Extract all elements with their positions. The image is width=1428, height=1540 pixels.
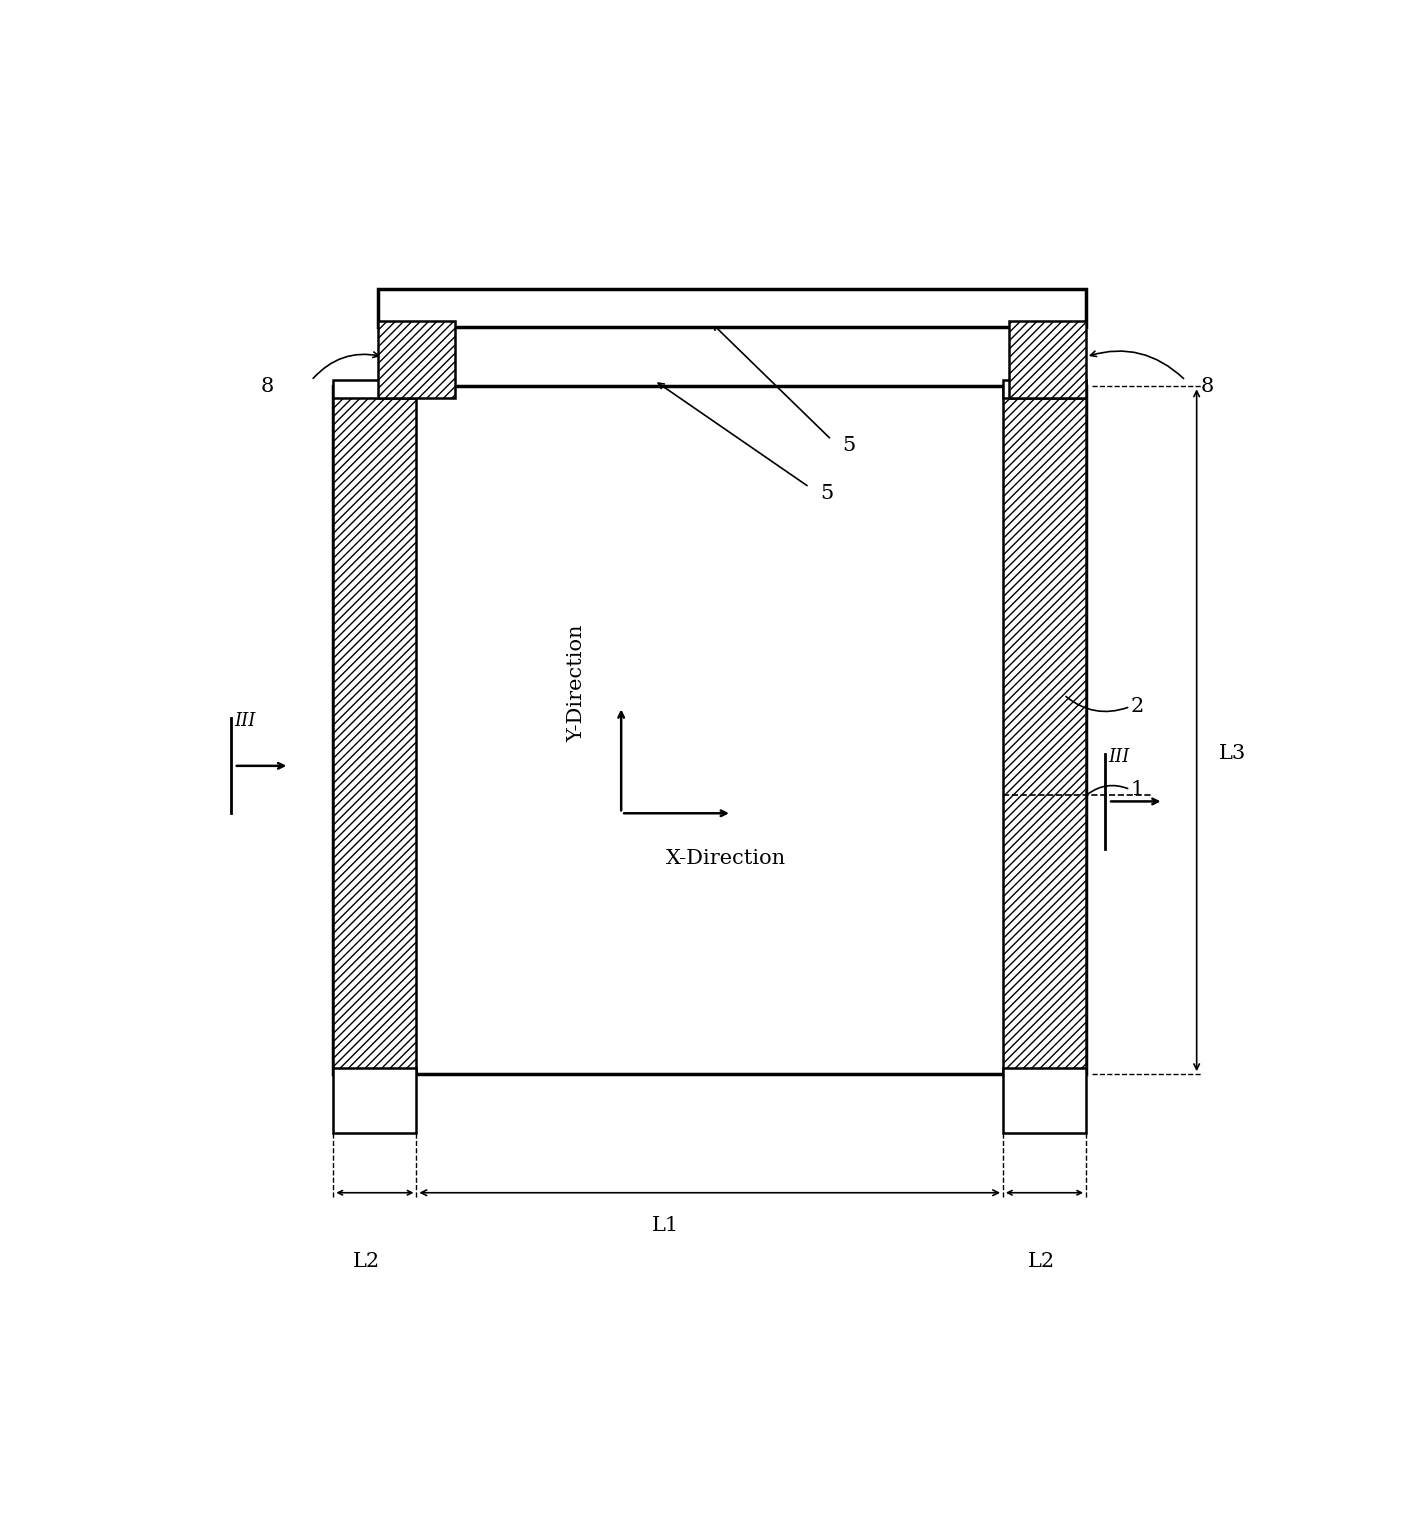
Text: L2: L2 — [353, 1252, 380, 1270]
Text: 5: 5 — [820, 484, 834, 502]
Bar — [1002, 1069, 1085, 1133]
Text: 5: 5 — [843, 436, 855, 456]
Bar — [333, 380, 417, 399]
Bar — [333, 387, 417, 1075]
Text: 1: 1 — [1131, 781, 1144, 799]
Bar — [1002, 380, 1085, 399]
Bar — [1002, 387, 1085, 1075]
Bar — [377, 290, 1087, 326]
Text: L1: L1 — [651, 1217, 680, 1235]
Text: L2: L2 — [1028, 1252, 1055, 1270]
Bar — [1008, 322, 1085, 399]
Bar — [333, 387, 1087, 1075]
Text: X-Direction: X-Direction — [665, 849, 785, 869]
Bar — [377, 322, 456, 399]
Text: Y-Direction: Y-Direction — [567, 625, 587, 742]
Text: III: III — [1108, 748, 1130, 765]
Bar — [333, 1069, 417, 1133]
Text: 2: 2 — [1131, 698, 1144, 716]
Text: III: III — [234, 713, 256, 730]
Text: 8: 8 — [260, 377, 274, 396]
Text: L3: L3 — [1220, 744, 1247, 764]
Text: 8: 8 — [1201, 377, 1214, 396]
